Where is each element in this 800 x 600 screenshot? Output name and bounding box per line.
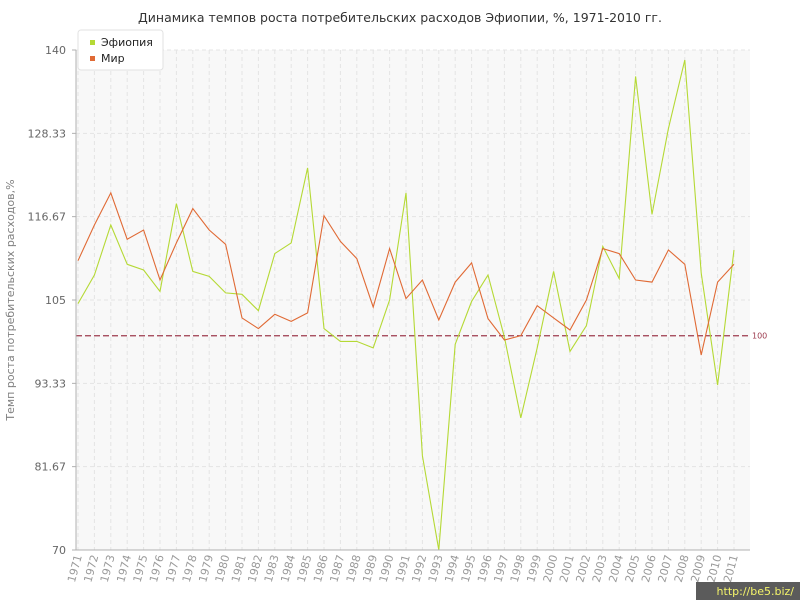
watermark-badge[interactable] [696, 582, 800, 600]
x-tick-labels: 1971197219731974197519761977197819791980… [65, 553, 741, 583]
chart-title: Динамика темпов роста потребительских ра… [138, 10, 662, 25]
y-tick-label: 81.67 [35, 461, 67, 474]
y-tick-label: 128.33 [28, 127, 67, 140]
y-tick-labels: 70 81.67 93.33 105 116.67 128.33 140 [28, 44, 76, 557]
legend-swatch-ethiopia [90, 40, 95, 45]
y-axis-label: Темп роста потребительских расходов,% [4, 179, 17, 421]
y-tick-label: 93.33 [35, 377, 67, 390]
legend-swatch-world [90, 56, 95, 61]
y-tick-label: 140 [45, 44, 66, 57]
series-line-ethiopia [77, 59, 735, 551]
y-tick-label: 116.67 [28, 211, 67, 224]
series-line-world [77, 191, 735, 356]
legend-label-ethiopia: Эфиопия [101, 36, 153, 49]
legend-label-world: Мир [101, 52, 125, 65]
reference-line-label: 100 [752, 332, 767, 341]
y-tick-label: 105 [45, 294, 66, 307]
series-lines [77, 59, 735, 551]
watermark-link[interactable]: http://be5.biz/ [716, 585, 794, 598]
y-tick-label: 70 [52, 544, 66, 557]
legend[interactable]: Эфиопия Мир [77, 29, 164, 71]
legend-box [77, 29, 164, 71]
reference-line-group: 100 [76, 332, 767, 341]
